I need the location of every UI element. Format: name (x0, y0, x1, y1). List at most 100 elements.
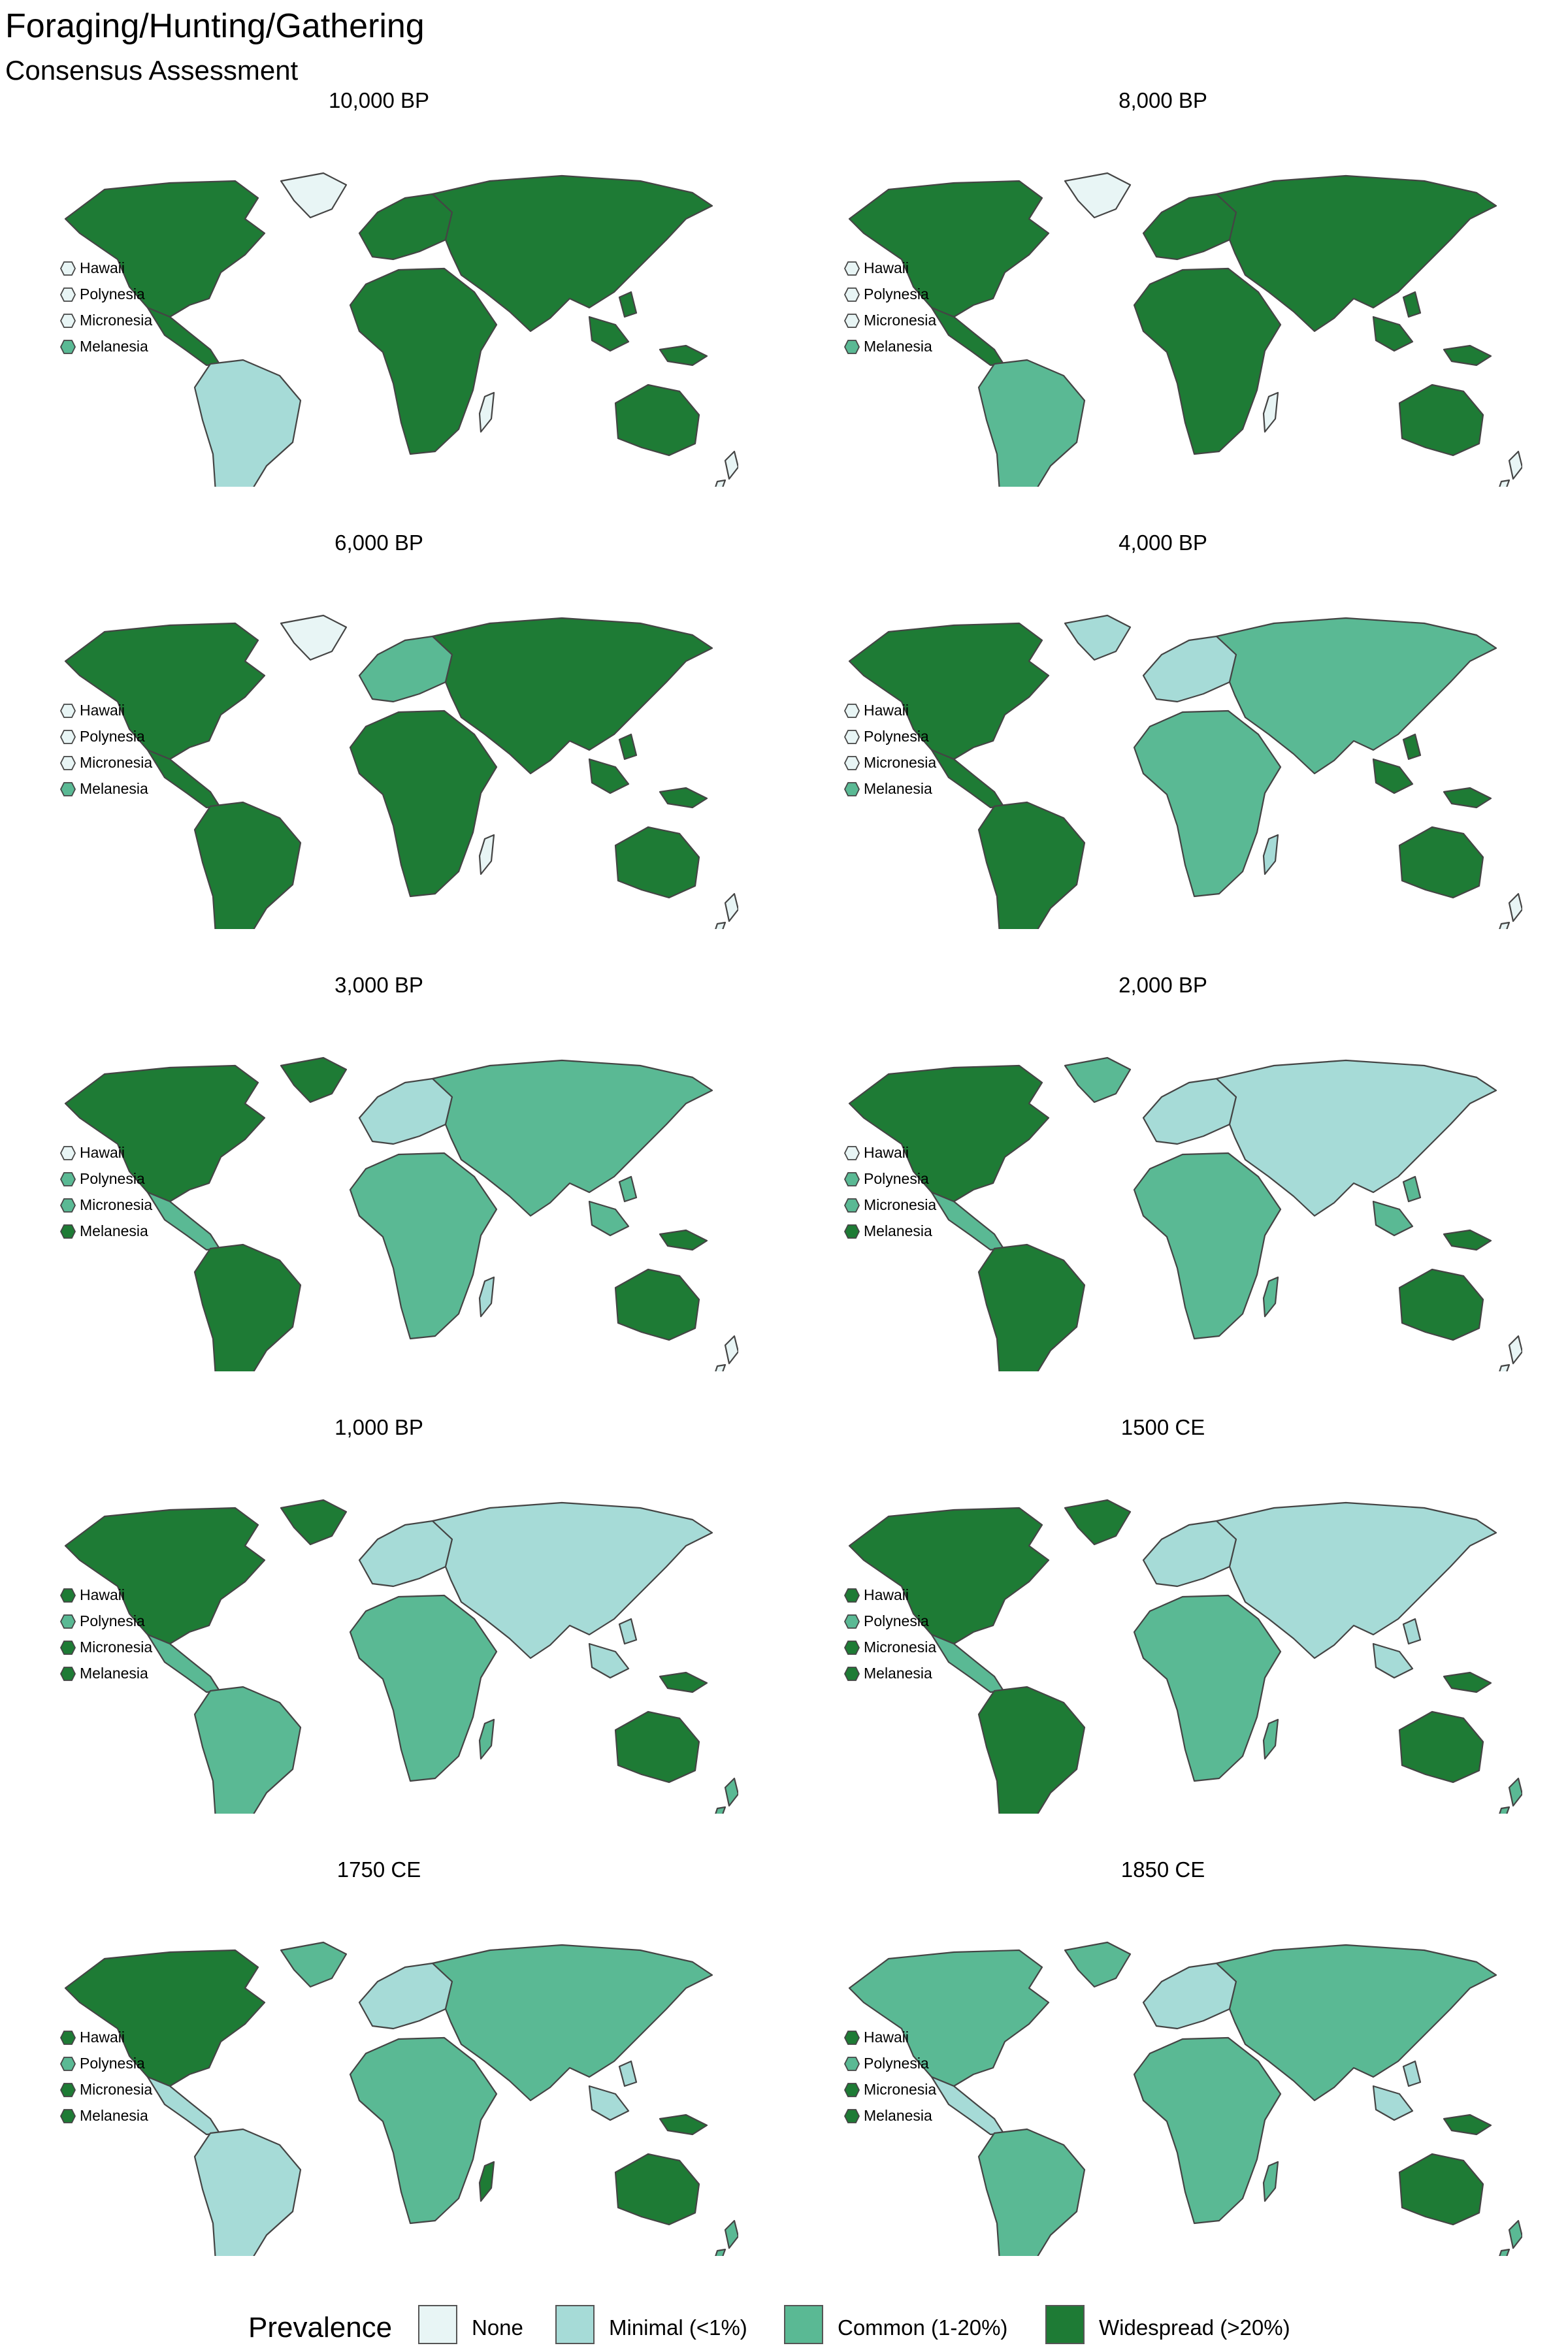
island-label: Polynesia (864, 1612, 929, 1629)
region-europe (1142, 193, 1237, 261)
island-label: Polynesia (864, 1170, 929, 1187)
island-label: Melanesia (864, 1665, 932, 1682)
region-north-america (848, 622, 1050, 760)
region-madagascar (478, 1276, 495, 1318)
hexagon-icon (844, 1667, 860, 1681)
panel-title: 1,000 BP (335, 1415, 423, 1439)
region-australia (614, 384, 700, 457)
region-greenland (1064, 1941, 1132, 1988)
region-new-zealand (715, 450, 738, 487)
region-australia (1398, 2153, 1484, 2226)
island-item: Micronesia (60, 307, 230, 333)
region-north-america (64, 180, 266, 318)
island-label: Micronesia (80, 754, 153, 771)
island-label: Polynesia (80, 1612, 145, 1629)
island-item: Micronesia (60, 749, 230, 776)
island-label: Melanesia (80, 1665, 148, 1682)
region-new-guinea (1443, 1671, 1492, 1693)
prevalence-legend: Prevalence None Minimal (<1%) Common (1-… (0, 2305, 1568, 2351)
hexagon-icon (844, 2083, 860, 2097)
island-legend: Hawaii Polynesia Micronesia Melanesia (60, 1139, 230, 1244)
world-map (848, 1056, 1522, 1371)
hexagon-icon (844, 1146, 860, 1160)
island-label: Hawaii (80, 1144, 125, 1161)
region-africa (349, 1594, 498, 1782)
island-item: Melanesia (60, 333, 230, 359)
panel-title: 1500 CE (1120, 1415, 1205, 1439)
region-europe (358, 1520, 453, 1588)
hexagon-icon (844, 730, 860, 744)
region-europe (358, 1962, 453, 2030)
hexagon-icon (844, 2057, 860, 2071)
island-item: Hawaii (60, 255, 230, 281)
island-legend: Hawaii Polynesia Micronesia Melanesia (60, 255, 230, 359)
island-item: Polynesia (844, 1608, 1014, 1634)
hexagon-icon (844, 314, 860, 328)
world-map (848, 172, 1522, 487)
island-legend: Hawaii Polynesia Micronesia Melanesia (60, 697, 230, 802)
panel-title: 8,000 BP (1119, 88, 1207, 112)
hexagon-icon (844, 261, 860, 276)
map-panel: 1,000 BP Hawaii Polynesia Micronesia Melanes… (20, 1415, 738, 1814)
island-label: Polynesia (80, 1170, 145, 1187)
region-europe (1142, 635, 1237, 703)
island-item: Hawaii (844, 255, 1014, 281)
map-panel: 4,000 BP Hawaii Polynesia Micronesia Melanes… (804, 531, 1522, 929)
island-item: Micronesia (844, 307, 1014, 333)
region-new-guinea (659, 1229, 708, 1251)
region-madagascar (1262, 1718, 1279, 1760)
region-africa (1133, 710, 1282, 898)
region-africa (349, 2036, 498, 2225)
island-item: Polynesia (60, 723, 230, 749)
figure-title: Foraging/Hunting/Gathering (5, 7, 425, 45)
panel-title: 6,000 BP (335, 531, 423, 555)
region-australia (614, 1268, 700, 1341)
region-asia (431, 1944, 713, 2102)
world-map (848, 1941, 1522, 2256)
map-panel: 8,000 BP Hawaii Polynesia Micronesia Melanes… (804, 88, 1522, 487)
panel-title: 4,000 BP (1119, 531, 1207, 555)
region-africa (1133, 267, 1282, 455)
island-label: Micronesia (80, 2081, 153, 2098)
region-southeast-asia (1372, 733, 1422, 794)
hexagon-icon (60, 2109, 76, 2123)
region-australia (1398, 826, 1484, 899)
hexagon-icon (60, 1172, 76, 1186)
hexagon-icon (60, 1588, 76, 1603)
hexagon-icon (60, 261, 76, 276)
region-madagascar (1262, 834, 1279, 875)
world-map (64, 1499, 738, 1814)
region-greenland (1064, 172, 1132, 219)
map-panel: 1850 CE Hawaii Polynesia Micronesia Melanesi… (804, 1857, 1522, 2256)
region-australia (614, 826, 700, 899)
island-label: Polynesia (864, 2055, 929, 2072)
island-item: Melanesia (60, 1218, 230, 1244)
hexagon-icon (844, 1614, 860, 1629)
region-greenland (280, 1941, 348, 1988)
island-item: Micronesia (844, 1192, 1014, 1218)
island-label: Micronesia (864, 2081, 937, 2098)
island-label: Melanesia (864, 1222, 932, 1239)
island-label: Micronesia (80, 1196, 153, 1213)
region-europe (358, 635, 453, 703)
region-madagascar (1262, 2161, 1279, 2202)
island-label: Micronesia (864, 312, 937, 329)
map-panel: 1500 CE Hawaii Polynesia Micronesia Melanesi… (804, 1415, 1522, 1814)
region-greenland (280, 614, 348, 661)
hexagon-icon (60, 1667, 76, 1681)
island-legend: Hawaii Polynesia Micronesia Melanesia (844, 2024, 1014, 2129)
hexagon-icon (844, 1641, 860, 1655)
region-australia (614, 2153, 700, 2226)
panel-title: 10,000 BP (328, 88, 430, 112)
island-legend: Hawaii Polynesia Micronesia Melanesia (844, 1139, 1014, 1244)
region-new-zealand (715, 2219, 738, 2256)
island-label: Micronesia (864, 1196, 937, 1213)
region-north-america (64, 1949, 266, 2087)
island-item: Hawaii (60, 1582, 230, 1608)
region-southeast-asia (588, 733, 638, 794)
region-north-america (64, 622, 266, 760)
island-label: Melanesia (80, 1222, 148, 1239)
region-asia (1215, 174, 1497, 333)
region-australia (614, 1710, 700, 1784)
island-label: Micronesia (80, 1639, 153, 1656)
